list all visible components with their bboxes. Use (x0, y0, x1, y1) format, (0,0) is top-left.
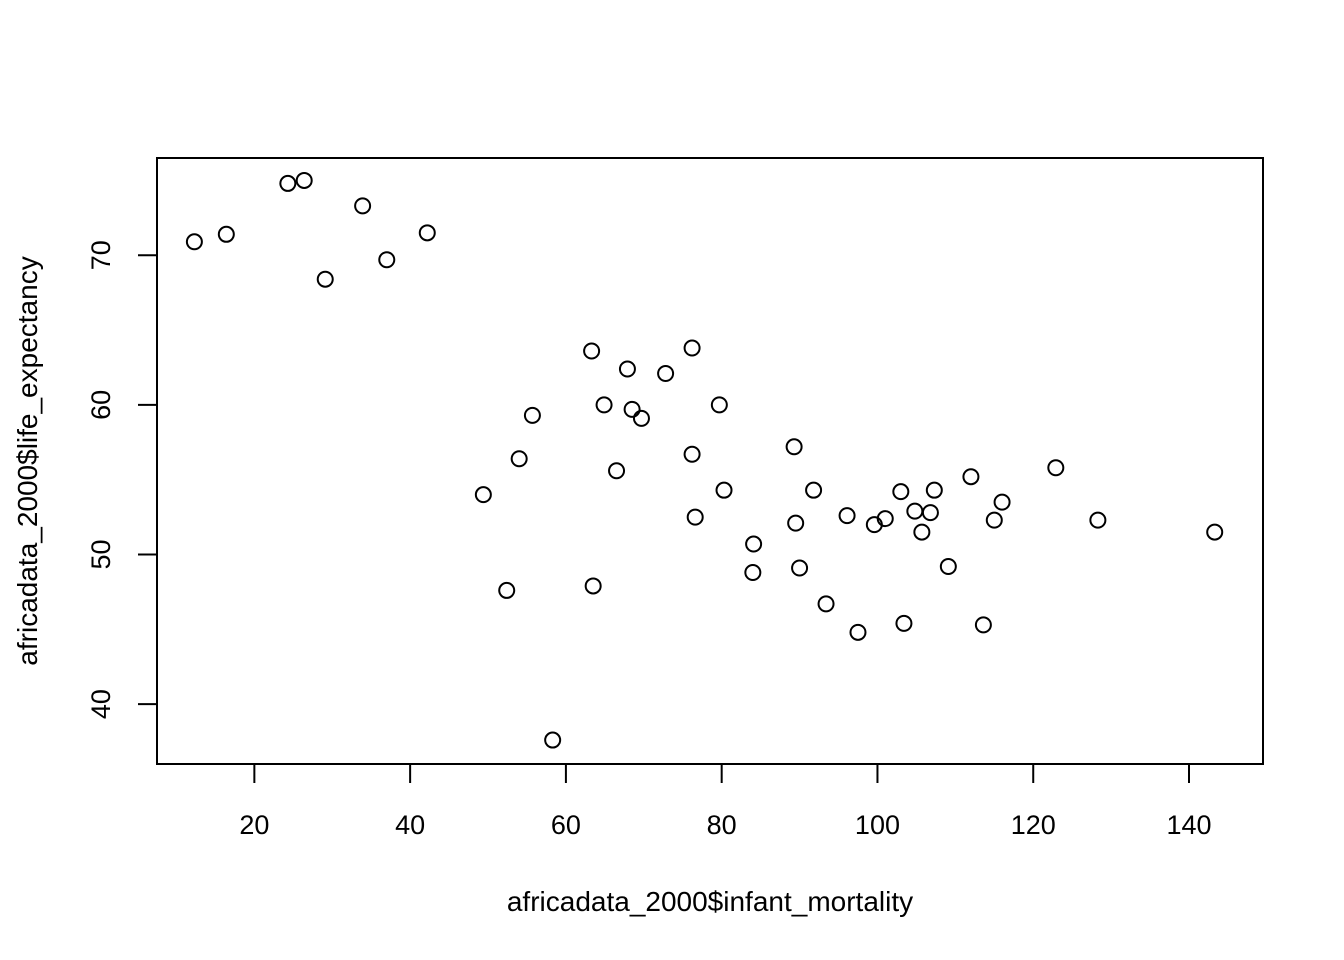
data-point-3 (295, 171, 313, 189)
x-tick-label-100: 100 (855, 810, 900, 840)
x-tick-label-20: 20 (239, 810, 269, 840)
data-point-29 (787, 514, 805, 532)
data-point-30 (791, 559, 809, 577)
data-point-20 (657, 364, 675, 382)
data-point-27 (745, 535, 763, 553)
data-point-26 (744, 563, 762, 581)
data-point-9 (498, 581, 516, 599)
data-point-7 (418, 224, 436, 242)
data-point-16 (608, 462, 626, 480)
y-tick-label-40: 40 (86, 689, 116, 719)
data-point-8 (474, 486, 492, 504)
x-axis-label: africadata_2000$infant_mortality (507, 886, 913, 917)
data-point-12 (544, 731, 562, 749)
data-point-34 (849, 623, 867, 641)
data-point-36 (876, 510, 894, 528)
x-tick-label-60: 60 (551, 810, 581, 840)
data-point-32 (817, 595, 835, 613)
data-point-31 (805, 481, 823, 499)
data-point-33 (838, 507, 856, 525)
points-layer (185, 171, 1224, 749)
data-point-42 (925, 481, 943, 499)
data-point-43 (939, 557, 957, 575)
data-point-38 (895, 614, 913, 632)
data-point-17 (618, 360, 636, 378)
data-point-5 (354, 197, 372, 215)
data-point-11 (523, 406, 541, 424)
data-point-2 (279, 174, 297, 192)
y-axis: 40 50 60 70 (86, 240, 158, 719)
data-point-22 (683, 445, 701, 463)
data-point-10 (510, 450, 528, 468)
data-point-19 (632, 409, 650, 427)
y-axis-label: africadata_2000$life_expectancy (12, 256, 43, 665)
data-point-39 (906, 502, 924, 520)
data-point-50 (1206, 523, 1224, 541)
data-point-1 (217, 225, 235, 243)
x-tick-label-120: 120 (1011, 810, 1056, 840)
x-tick-label-80: 80 (707, 810, 737, 840)
x-axis: 20 40 60 80 100 120 140 (239, 763, 1212, 840)
data-point-37 (892, 483, 910, 501)
data-point-47 (993, 493, 1011, 511)
x-tick-label-140: 140 (1166, 810, 1211, 840)
data-point-46 (985, 511, 1003, 529)
data-point-21 (683, 339, 701, 357)
y-tick-label-70: 70 (86, 240, 116, 270)
data-point-24 (710, 396, 728, 414)
data-point-15 (595, 396, 613, 414)
data-point-23 (686, 508, 704, 526)
data-point-4 (316, 270, 334, 288)
data-point-0 (185, 233, 203, 251)
data-point-41 (921, 504, 939, 522)
x-tick-label-40: 40 (395, 810, 425, 840)
y-tick-label-60: 60 (86, 390, 116, 420)
data-point-44 (962, 468, 980, 486)
data-point-6 (378, 251, 396, 269)
data-point-40 (913, 523, 931, 541)
data-point-45 (974, 616, 992, 634)
data-point-48 (1047, 459, 1065, 477)
plot-box (156, 157, 1264, 765)
y-tick-label-50: 50 (86, 539, 116, 569)
data-point-25 (715, 481, 733, 499)
data-point-14 (584, 577, 602, 595)
data-point-13 (583, 342, 601, 360)
data-point-18 (623, 400, 641, 418)
data-point-49 (1089, 511, 1107, 529)
data-point-28 (785, 438, 803, 456)
